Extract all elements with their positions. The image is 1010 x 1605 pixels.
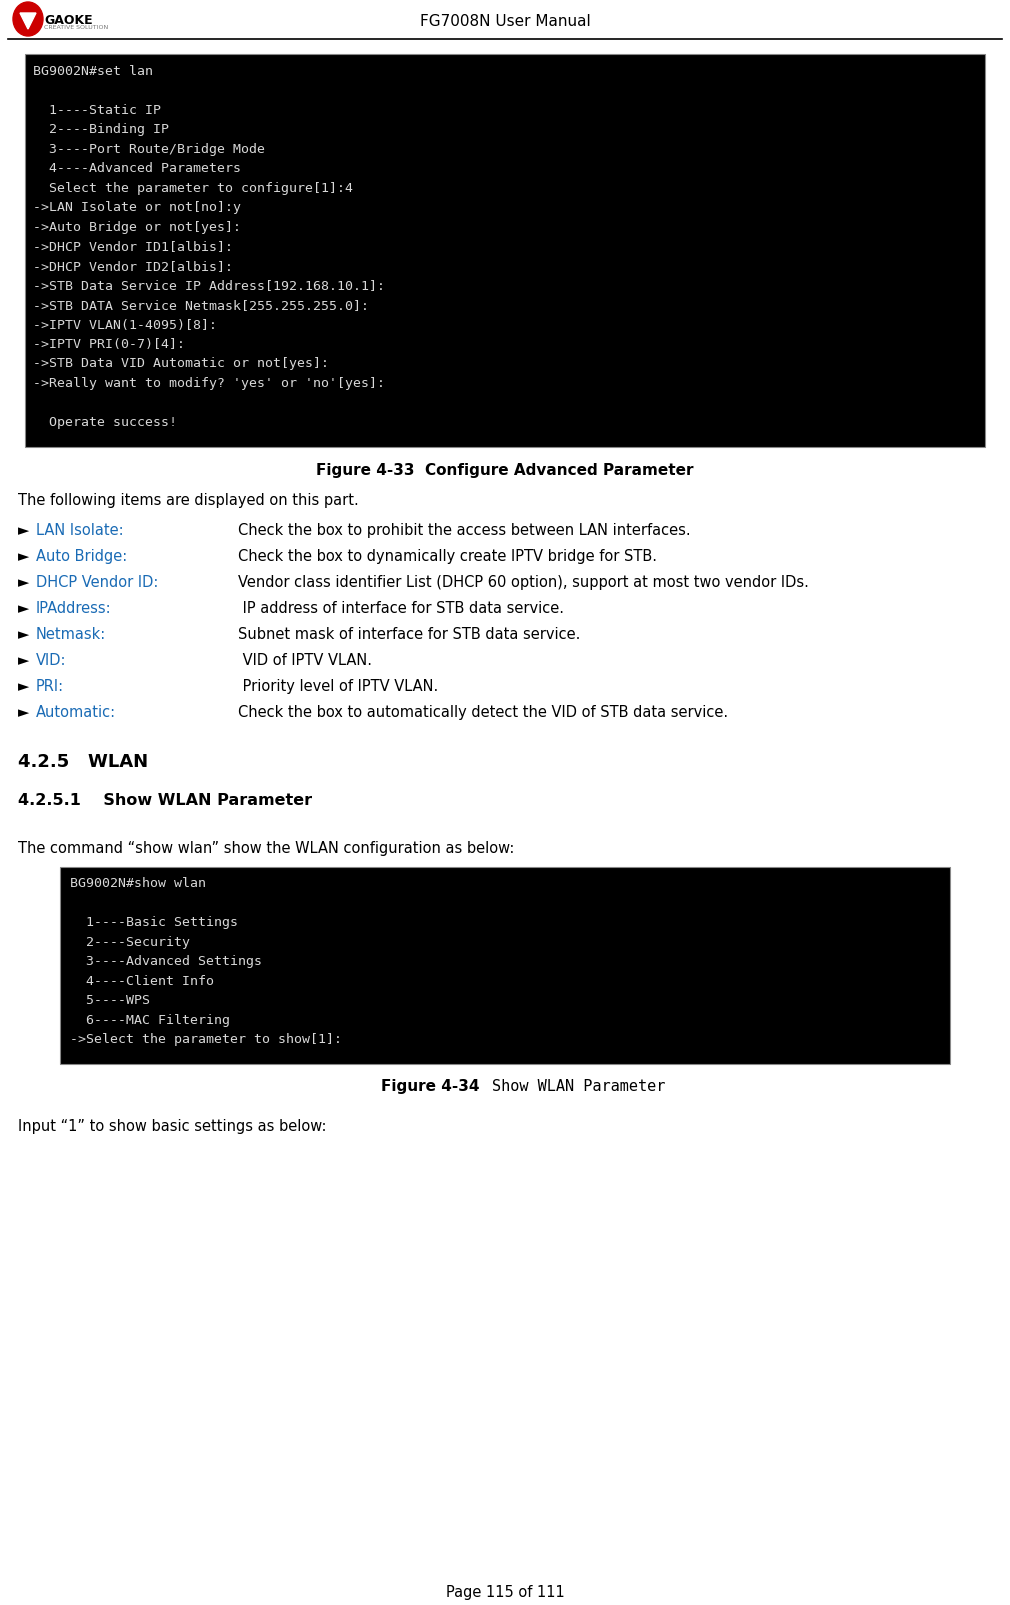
FancyBboxPatch shape [60,867,950,1064]
Text: 4----Client Info: 4----Client Info [70,974,214,987]
Text: Subnet mask of interface for STB data service.: Subnet mask of interface for STB data se… [238,628,581,642]
Text: ->IPTV PRI(0-7)[4]:: ->IPTV PRI(0-7)[4]: [33,337,185,351]
Text: ->STB Data VID Automatic or not[yes]:: ->STB Data VID Automatic or not[yes]: [33,358,329,371]
Text: 4.2.5.1    Show WLAN Parameter: 4.2.5.1 Show WLAN Parameter [18,793,312,807]
Text: GAOKE: GAOKE [44,14,93,27]
Text: ->Really want to modify? 'yes' or 'no'[yes]:: ->Really want to modify? 'yes' or 'no'[y… [33,377,385,390]
Text: IP address of interface for STB data service.: IP address of interface for STB data ser… [238,602,564,616]
Text: ->IPTV VLAN(1-4095)[8]:: ->IPTV VLAN(1-4095)[8]: [33,318,217,331]
Text: Figure 4-34: Figure 4-34 [381,1079,490,1093]
Text: LAN Isolate:: LAN Isolate: [36,523,123,538]
Text: ►: ► [18,523,29,538]
Text: 5----WPS: 5----WPS [70,993,150,1006]
Text: Automatic:: Automatic: [36,705,116,721]
Text: Show WLAN Parameter: Show WLAN Parameter [492,1079,666,1093]
Ellipse shape [13,3,43,37]
Text: ->LAN Isolate or not[no]:y: ->LAN Isolate or not[no]:y [33,201,241,215]
Text: Figure 4-33  Configure Advanced Parameter: Figure 4-33 Configure Advanced Parameter [316,464,694,478]
Text: 4.2.5   WLAN: 4.2.5 WLAN [18,753,148,770]
Polygon shape [20,14,36,30]
Text: ->STB Data Service IP Address[192.168.10.1]:: ->STB Data Service IP Address[192.168.10… [33,279,385,292]
Text: CREATIVE SOLUTION: CREATIVE SOLUTION [44,26,108,30]
Text: Check the box to dynamically create IPTV bridge for STB.: Check the box to dynamically create IPTV… [238,549,656,563]
Text: ►: ► [18,575,29,591]
Text: The following items are displayed on this part.: The following items are displayed on thi… [18,493,359,509]
Text: 2----Binding IP: 2----Binding IP [33,124,169,136]
Text: FG7008N User Manual: FG7008N User Manual [419,14,591,29]
Text: Vendor class identifier List (DHCP 60 option), support at most two vendor IDs.: Vendor class identifier List (DHCP 60 op… [238,575,809,591]
Text: 2----Security: 2----Security [70,936,190,949]
Text: VID:: VID: [36,653,67,668]
Text: 4----Advanced Parameters: 4----Advanced Parameters [33,162,241,175]
Text: DHCP Vendor ID:: DHCP Vendor ID: [36,575,159,591]
Text: Page 115 of 111: Page 115 of 111 [445,1584,565,1599]
FancyBboxPatch shape [25,55,985,448]
Text: BG9002N#show wlan: BG9002N#show wlan [70,876,206,889]
Text: ->Auto Bridge or not[yes]:: ->Auto Bridge or not[yes]: [33,221,241,234]
Text: 1----Basic Settings: 1----Basic Settings [70,916,238,929]
Text: ►: ► [18,653,29,668]
Text: Check the box to prohibit the access between LAN interfaces.: Check the box to prohibit the access bet… [238,523,691,538]
Text: PRI:: PRI: [36,679,64,693]
Text: IPAddress:: IPAddress: [36,602,112,616]
Text: Auto Bridge:: Auto Bridge: [36,549,127,563]
Text: ►: ► [18,679,29,693]
Text: The command “show wlan” show the WLAN configuration as below:: The command “show wlan” show the WLAN co… [18,841,514,855]
Text: ►: ► [18,705,29,721]
Text: Priority level of IPTV VLAN.: Priority level of IPTV VLAN. [238,679,438,693]
Text: 3----Advanced Settings: 3----Advanced Settings [70,955,262,968]
Text: ->DHCP Vendor ID2[albis]:: ->DHCP Vendor ID2[albis]: [33,260,233,273]
Text: BG9002N#set lan: BG9002N#set lan [33,64,153,79]
Text: 3----Port Route/Bridge Mode: 3----Port Route/Bridge Mode [33,143,265,156]
Text: ->Select the parameter to show[1]:: ->Select the parameter to show[1]: [70,1034,342,1046]
Text: ►: ► [18,628,29,642]
Text: Netmask:: Netmask: [36,628,106,642]
Text: Check the box to automatically detect the VID of STB data service.: Check the box to automatically detect th… [238,705,728,721]
Text: ►: ► [18,602,29,616]
Text: ->DHCP Vendor ID1[albis]:: ->DHCP Vendor ID1[albis]: [33,241,233,254]
Text: 6----MAC Filtering: 6----MAC Filtering [70,1013,230,1026]
Text: ►: ► [18,549,29,563]
Text: Operate success!: Operate success! [33,416,177,429]
Text: ->STB DATA Service Netmask[255.255.255.0]:: ->STB DATA Service Netmask[255.255.255.0… [33,299,369,311]
Text: Select the parameter to configure[1]:4: Select the parameter to configure[1]:4 [33,181,353,194]
Text: 1----Static IP: 1----Static IP [33,104,161,117]
Text: Input “1” to show basic settings as below:: Input “1” to show basic settings as belo… [18,1119,326,1133]
Text: VID of IPTV VLAN.: VID of IPTV VLAN. [238,653,372,668]
